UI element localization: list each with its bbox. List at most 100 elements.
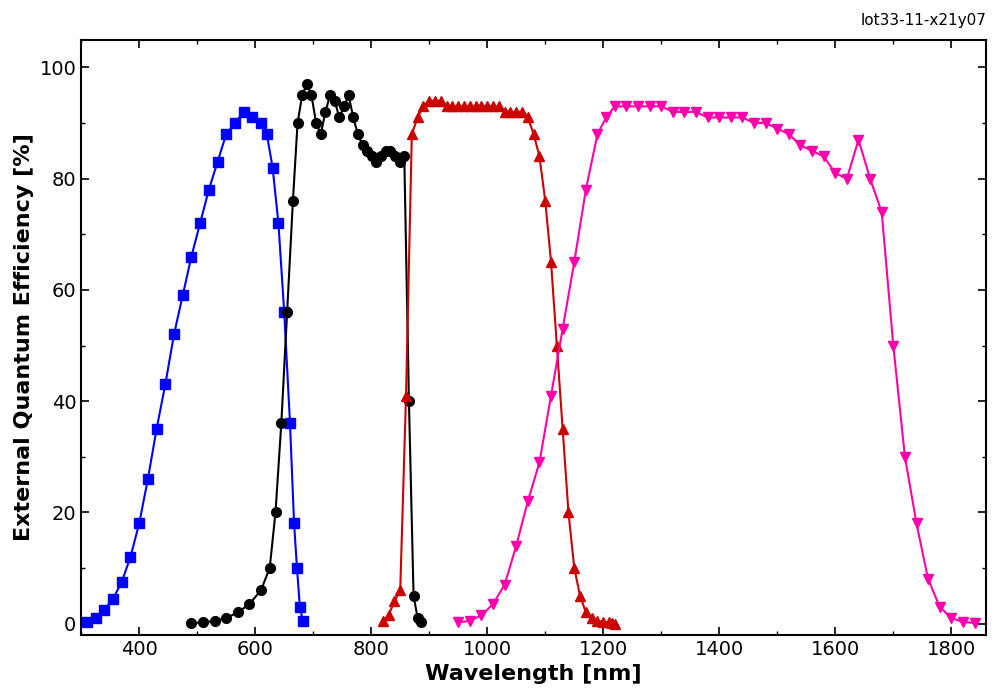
GaInP — [288, 519, 300, 528]
Line: AlGaAs: AlGaAs — [187, 80, 426, 628]
GaInP — [246, 113, 258, 121]
AlGaAs — [275, 419, 287, 428]
GaInP — [151, 425, 163, 433]
AlGaAs — [361, 147, 373, 155]
GaInAsP — [446, 102, 458, 110]
GaInAsP — [493, 102, 505, 110]
GaInAsP — [516, 107, 528, 116]
GaInAsP — [545, 258, 557, 266]
GaInAsP — [388, 597, 400, 605]
GaInAsP — [606, 619, 618, 628]
GaInAsP — [499, 107, 511, 116]
AlGaAs — [375, 152, 387, 161]
GaInP — [229, 119, 241, 127]
AlGaAs — [398, 152, 410, 161]
GaInAsP — [609, 619, 621, 628]
GaInAsP — [470, 102, 482, 110]
GaInAs — [899, 452, 911, 461]
GaInAs — [736, 113, 748, 121]
AlGaAs — [333, 113, 345, 121]
AlGaAs — [264, 564, 276, 572]
GaInP — [278, 308, 290, 316]
GaInAsP — [522, 113, 534, 121]
GaInAsP — [591, 616, 603, 625]
GaInAs — [771, 124, 783, 133]
AlGaAs — [408, 592, 420, 600]
GaInAs — [591, 130, 603, 138]
GaInP — [297, 616, 309, 625]
AlGaAs — [352, 130, 364, 138]
GaInAs — [510, 542, 522, 550]
GaInAs — [934, 602, 946, 611]
GaInAsP — [429, 96, 441, 105]
GaInP — [116, 578, 128, 586]
GaInAsP — [597, 618, 609, 626]
Y-axis label: External Quantum Efficiency [%]: External Quantum Efficiency [%] — [14, 133, 34, 541]
GaInAsP — [464, 102, 476, 110]
AlGaAs — [281, 308, 293, 316]
GaInAs — [818, 152, 830, 161]
AlGaAs — [296, 91, 308, 99]
GaInAs — [667, 107, 679, 116]
GaInAsP — [603, 618, 615, 627]
AlGaAs — [197, 618, 209, 627]
AlGaAs — [357, 141, 369, 149]
AlGaAs — [403, 397, 415, 406]
AlGaAs — [415, 618, 427, 627]
GaInAs — [852, 135, 864, 144]
Line: GaInP: GaInP — [82, 107, 308, 627]
GaInAs — [760, 119, 772, 127]
AlGaAs — [329, 96, 341, 105]
AlGaAs — [384, 147, 396, 155]
AlGaAs — [270, 508, 282, 517]
GaInAs — [713, 113, 725, 121]
GaInAs — [876, 208, 888, 216]
GaInAs — [690, 107, 702, 116]
GaInAsP — [510, 107, 522, 116]
GaInAs — [609, 102, 621, 110]
AlGaAs — [232, 608, 244, 616]
GaInAs — [945, 614, 957, 622]
GaInAsP — [417, 102, 429, 110]
GaInAs — [806, 147, 818, 155]
AlGaAs — [185, 619, 197, 628]
AlGaAs — [394, 158, 406, 166]
GaInAsP — [568, 564, 580, 572]
GaInAs — [725, 113, 737, 121]
GaInAs — [829, 169, 841, 177]
GaInP — [284, 419, 296, 428]
GaInAsP — [487, 102, 499, 110]
AlGaAs — [301, 80, 313, 89]
AlGaAs — [343, 91, 355, 99]
GaInAsP — [400, 392, 412, 400]
GaInAs — [794, 141, 806, 149]
GaInAsP — [435, 96, 447, 105]
GaInP — [168, 330, 180, 339]
AlGaAs — [366, 152, 378, 161]
GaInAsP — [528, 130, 540, 138]
GaInP — [90, 614, 102, 622]
GaInP — [124, 553, 136, 561]
GaInAs — [464, 616, 476, 625]
AlGaAs — [315, 130, 327, 138]
GaInP — [98, 605, 110, 614]
GaInAs — [644, 102, 656, 110]
GaInAsP — [539, 197, 551, 205]
AlGaAs — [380, 147, 392, 155]
GaInAsP — [475, 102, 487, 110]
GaInAs — [864, 174, 876, 183]
AlGaAs — [370, 158, 382, 166]
GaInAsP — [580, 608, 592, 616]
GaInAs — [499, 581, 511, 589]
GaInAs — [783, 130, 795, 138]
GaInAs — [580, 186, 592, 194]
GaInAs — [533, 458, 545, 466]
Line: GaInAsP: GaInAsP — [378, 96, 620, 628]
GaInAs — [957, 618, 969, 626]
GaInP — [255, 119, 267, 127]
GaInAs — [522, 497, 534, 505]
GaInP — [220, 130, 232, 138]
GaInAs — [620, 102, 632, 110]
AlGaAs — [347, 113, 359, 121]
GaInP — [194, 219, 206, 228]
